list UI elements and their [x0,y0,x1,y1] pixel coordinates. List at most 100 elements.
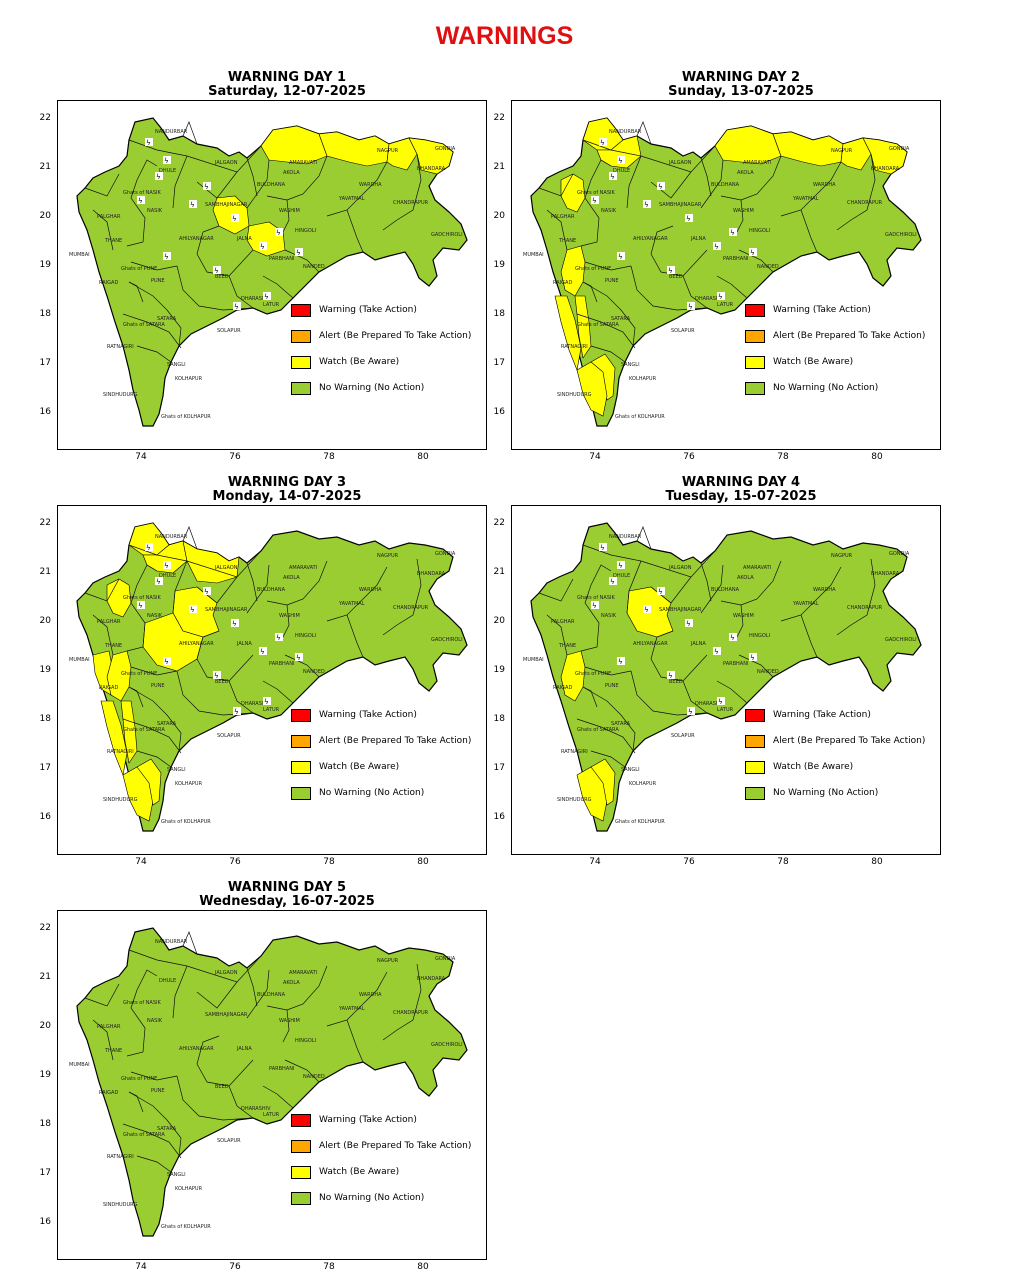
district-boundary [580,564,612,652]
district-label: JALGAON [668,565,692,571]
legend-label: No Warning (No Action) [319,788,425,798]
district-label: JALNA [236,641,252,647]
district-label: CHANDRAPUR [393,200,429,206]
legend-swatch [745,786,765,800]
district-label: SANGLI [167,1172,186,1178]
district-label: RAIGAD [553,280,572,286]
legend-item: Warning (Take Action) [745,707,871,723]
district-label: Ghats of NASIK [577,595,615,601]
district-boundary [126,159,158,247]
district-boundary [182,931,198,955]
district-label: PUNE [151,278,165,284]
district-label: AMARAVATI [289,160,317,166]
legend-label: Watch (Be Aware) [319,1167,400,1177]
district-label: PALGHAR [97,619,121,625]
y-tick-label: 22 [493,113,505,123]
thunderstorm-icon: ϟ [667,671,675,680]
legend-item: Alert (Be Prepared To Take Action) [745,733,925,749]
svg-text:ϟ: ϟ [644,201,649,209]
legend-item: No Warning (No Action) [745,380,878,396]
district-label: BHANDARA [871,571,900,577]
district-boundary [130,1071,178,1081]
district-label: SANGLI [167,767,186,773]
district-boundary [284,249,320,273]
district-label: SATARA [157,1126,177,1132]
district-boundary [626,560,642,614]
y-tick-label: 17 [39,763,51,773]
district-boundary [172,155,188,209]
y-tick-label: 18 [493,714,505,724]
y-tick-label: 21 [39,972,51,982]
district-label: SATARA [611,316,631,322]
district-label: BHANDARA [871,166,900,172]
thunderstorm-icon: ϟ [155,577,163,586]
district-label: JALGAON [214,970,238,976]
district-boundary [590,345,626,363]
legend-item: Alert (Be Prepared To Take Action) [291,733,471,749]
y-tick-label: 19 [493,665,505,675]
district-boundary [584,666,632,676]
y-tick-label: 17 [39,358,51,368]
svg-text:ϟ: ϟ [658,183,663,191]
svg-text:ϟ: ϟ [618,562,623,570]
district-boundary [582,281,598,303]
svg-text:ϟ: ϟ [730,634,735,642]
district-label: DHARASHIV [241,701,271,707]
map-panel-day-4: WARNING DAY 4 Tuesday, 15-07-2025 NANDURBA… [494,475,971,875]
district-label: NASIK [601,208,617,214]
district-label: LATUR [263,1112,280,1118]
district-label: BULDHANA [711,587,740,593]
district-boundary [136,750,172,768]
district-label: GONDIA [435,956,456,962]
thunderstorm-icon: ϟ [717,697,725,706]
district-label: THANE [558,643,576,649]
svg-text:ϟ: ϟ [714,243,719,251]
district-label: HINGOLI [749,228,770,234]
district-label: JALGAON [214,160,238,166]
district-boundary [246,967,258,1007]
district-boundary [582,686,598,708]
watch-district-ghats-of-pune [106,650,132,702]
thunderstorm-icon: ϟ [717,292,725,301]
legend-item: Warning (Take Action) [745,302,871,318]
district-boundary [196,1035,254,1087]
district-label: KOLHAPUR [629,376,657,382]
district-label: BULDHANA [257,587,286,593]
thunderstorm-icon: ϟ [599,543,607,552]
watch-district-ghats-of-satara [574,295,592,359]
x-tick-label: 76 [229,857,241,867]
svg-text:ϟ: ϟ [146,544,151,552]
district-label: AHILYANAGAR [179,1046,214,1052]
district-boundary [228,1085,254,1119]
thunderstorm-icon: ϟ [263,292,271,301]
svg-text:ϟ: ϟ [600,139,605,147]
district-label: AMARAVATI [743,160,771,166]
district-label: NAGPUR [831,553,853,559]
svg-text:ϟ: ϟ [234,708,239,716]
thunderstorm-icon: ϟ [657,182,665,191]
district-label: SINDHUDURG [103,392,138,398]
district-label: GONDIA [889,146,910,152]
district-label: NASIK [147,613,163,619]
thunderstorm-icon: ϟ [189,605,197,614]
district-label: SAMBHAJINAGAR [659,202,702,208]
watch-district-ghats-of-nasik [106,578,132,618]
x-tick-label: 74 [589,452,601,462]
district-label: AKOLA [737,170,754,176]
district-boundary [84,173,120,197]
x-tick-label: 78 [323,857,335,867]
watch-district-nagpur [318,131,390,167]
district-boundary [122,718,182,754]
district-boundary [126,969,158,1057]
district-boundary [576,718,636,754]
district-boundary [716,275,748,299]
thunderstorm-icon: ϟ [713,647,721,656]
district-label: PARBHANI [269,256,294,262]
district-label: SOLAPUR [671,733,695,739]
district-boundary [546,614,568,656]
panel-date: Saturday, 12-07-2025 [208,84,366,99]
district-label: THANE [104,238,122,244]
district-label: SATARA [611,721,631,727]
district-label: Ghats of NASIK [123,595,161,601]
svg-text:ϟ: ϟ [730,229,735,237]
